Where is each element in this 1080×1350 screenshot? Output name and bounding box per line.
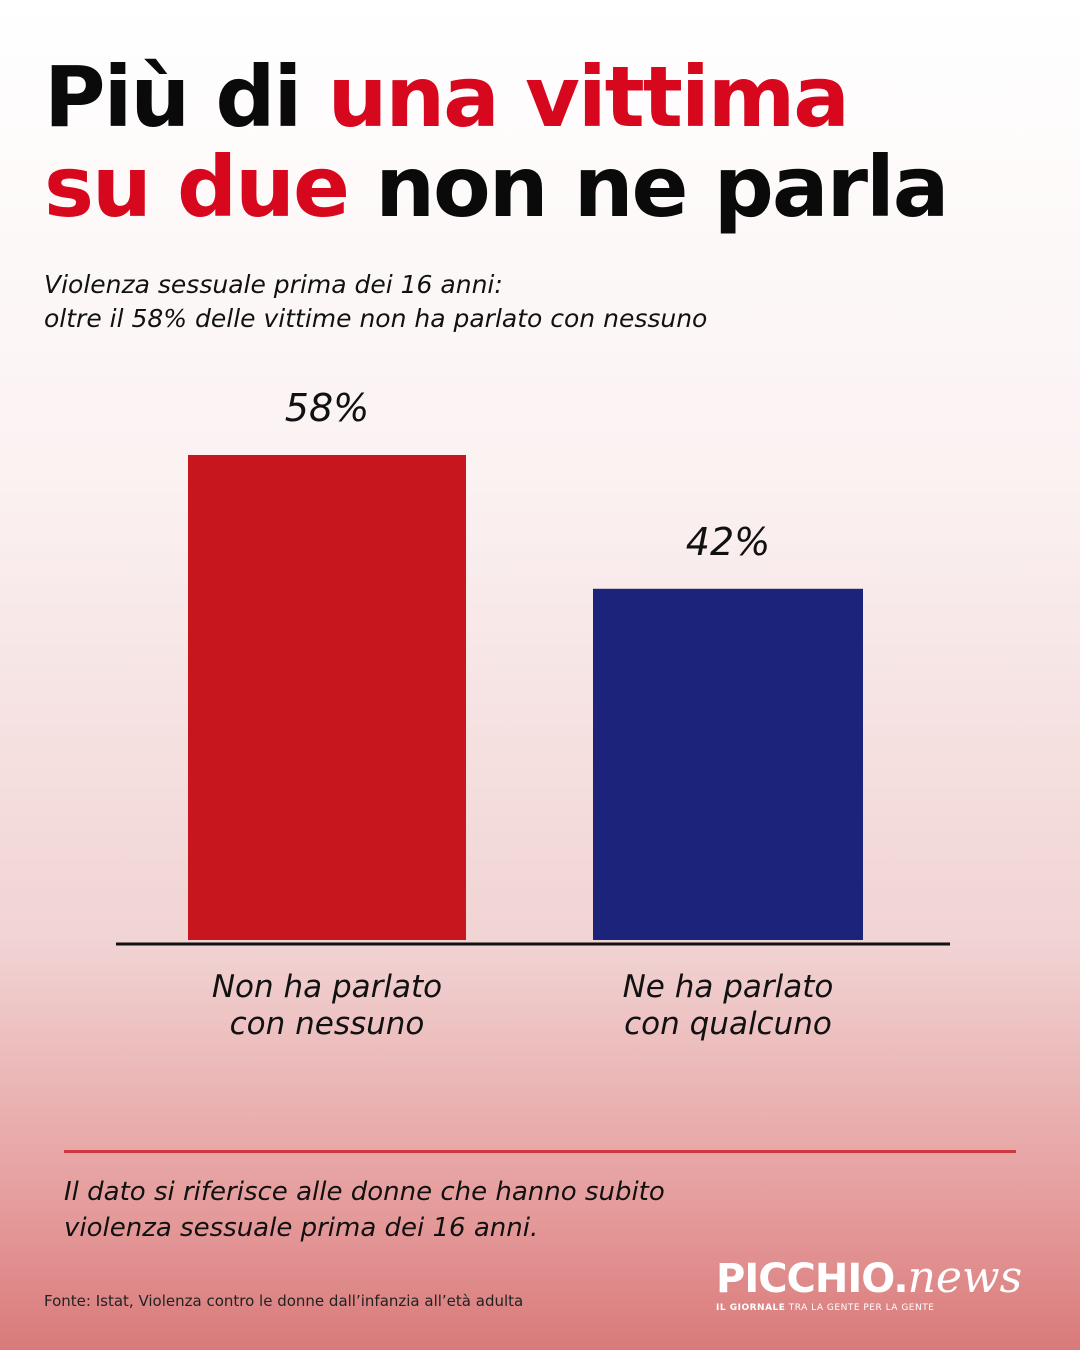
logo-brand-suffix: news	[907, 1252, 1023, 1303]
title-part-1: Più di	[44, 48, 328, 146]
logo-tagline-bold: IL GIORNALE	[716, 1303, 786, 1313]
divider	[64, 1150, 1016, 1153]
logo-tagline-rest: TRA LA GENTE PER LA GENTE	[785, 1303, 935, 1313]
bar-1	[188, 455, 466, 940]
subtitle-line-2: oltre il 58% delle vittime non ha parlat…	[44, 304, 708, 333]
footnote-line-1: Il dato si riferisce alle donne che hann…	[64, 1177, 665, 1207]
page-title: Più di una vittima su due non ne parla	[44, 52, 949, 232]
data-label-1: 58%	[285, 386, 369, 430]
title-part-4: non ne parla	[347, 138, 949, 236]
source-text: Fonte: Istat, Violenza contro le donne d…	[44, 1292, 524, 1310]
category-label-1: Non ha parlato con nessuno	[212, 969, 442, 1042]
logo-brand: PICCHIO.	[716, 1256, 909, 1302]
category-label-2: Ne ha parlato con qualcuno	[623, 969, 834, 1042]
footnote: Il dato si riferisce alle donne che hann…	[64, 1174, 665, 1246]
title-part-3: su due	[44, 138, 350, 236]
subtitle-line-1: Violenza sessuale prima dei 16 anni:	[44, 270, 503, 299]
bar-2	[593, 588, 863, 940]
data-label-2: 42%	[686, 520, 770, 564]
footnote-line-2: violenza sessuale prima dei 16 anni.	[64, 1213, 539, 1243]
logo-tagline: IL GIORNALE TRA LA GENTE PER LA GENTE	[716, 1303, 1022, 1313]
brand-logo: PICCHIO.news IL GIORNALE TRA LA GENTE PE…	[716, 1252, 1023, 1314]
title-part-2: una vittima	[327, 48, 850, 146]
subtitle: Violenza sessuale prima dei 16 anni: olt…	[44, 268, 707, 336]
